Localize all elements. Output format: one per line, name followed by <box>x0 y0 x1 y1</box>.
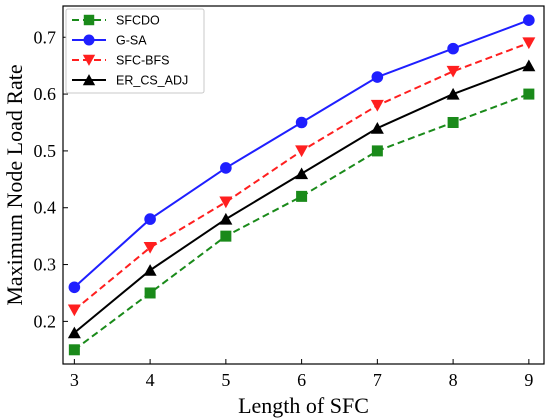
y-tick-label: 0.3 <box>34 255 57 275</box>
data-point <box>370 99 384 112</box>
legend-label: SFCDO <box>116 14 160 28</box>
data-point <box>447 42 459 55</box>
x-tick-label: 6 <box>297 370 306 390</box>
data-point <box>371 71 384 83</box>
series-layer <box>67 14 536 356</box>
data-point <box>446 87 460 100</box>
data-point <box>370 121 384 134</box>
legend: SFCDO G-SA SFC-BFS ER_CS_ADJ <box>65 8 205 94</box>
data-point <box>295 145 309 158</box>
legend-marker <box>83 14 95 26</box>
x-tick-label: 7 <box>373 370 382 390</box>
x-tick-label: 8 <box>449 370 458 390</box>
y-tick-label: 0.5 <box>34 141 57 161</box>
series-g-sa <box>68 14 535 294</box>
data-point <box>143 264 157 276</box>
data-point <box>144 287 156 299</box>
x-tick-label: 9 <box>524 370 533 390</box>
legend-entry: ER_CS_ADJ <box>72 74 188 88</box>
data-point <box>144 213 156 225</box>
legend-entry: SFCDO <box>72 14 160 28</box>
data-point <box>295 167 309 180</box>
data-point <box>67 304 81 317</box>
y-tick-label: 0.2 <box>34 311 57 331</box>
y-tick-label: 0.7 <box>34 27 57 47</box>
legend-label: SFC-BFS <box>116 54 169 68</box>
series-line <box>73 93 530 351</box>
data-point <box>68 281 81 294</box>
data-point <box>68 344 80 356</box>
data-point <box>447 116 459 128</box>
data-point <box>219 212 233 225</box>
x-tick-label: 3 <box>70 370 79 390</box>
y-tick-label: 0.6 <box>34 84 57 104</box>
data-point <box>522 37 536 50</box>
series-sfc-bfs <box>67 37 536 317</box>
legend-marker <box>82 74 96 86</box>
series-sfcdo <box>68 88 535 356</box>
legend-marker <box>82 54 96 66</box>
data-point <box>446 65 460 78</box>
legend-label: ER_CS_ADJ <box>116 74 188 88</box>
x-axis-ticks: 3 4 5 6 7 8 9 <box>70 359 533 390</box>
x-tick-label: 5 <box>221 370 230 390</box>
data-point <box>523 88 535 100</box>
data-point <box>295 116 308 129</box>
legend-box <box>65 8 205 94</box>
data-point <box>522 59 536 72</box>
legend-label: G-SA <box>116 34 147 48</box>
plot-frame <box>62 5 545 365</box>
data-point <box>220 230 232 242</box>
data-point <box>296 190 308 202</box>
data-point <box>220 162 232 174</box>
y-axis-label: Maximum Node Load Rate <box>2 64 27 305</box>
x-tick-label: 4 <box>146 370 155 390</box>
series-er-cs-adj <box>67 59 536 339</box>
legend-marker <box>83 34 95 46</box>
data-point <box>371 145 383 157</box>
data-point <box>523 14 535 27</box>
legend-entry: SFC-BFS <box>72 54 169 68</box>
legend-entry: G-SA <box>72 34 147 48</box>
y-axis-ticks: 0.2 0.3 0.4 0.5 0.6 0.7 <box>34 27 68 331</box>
x-axis-label: Length of SFC <box>238 393 369 418</box>
data-point <box>143 241 157 254</box>
y-tick-label: 0.4 <box>34 198 57 218</box>
data-point <box>67 326 81 339</box>
data-point <box>219 196 233 209</box>
